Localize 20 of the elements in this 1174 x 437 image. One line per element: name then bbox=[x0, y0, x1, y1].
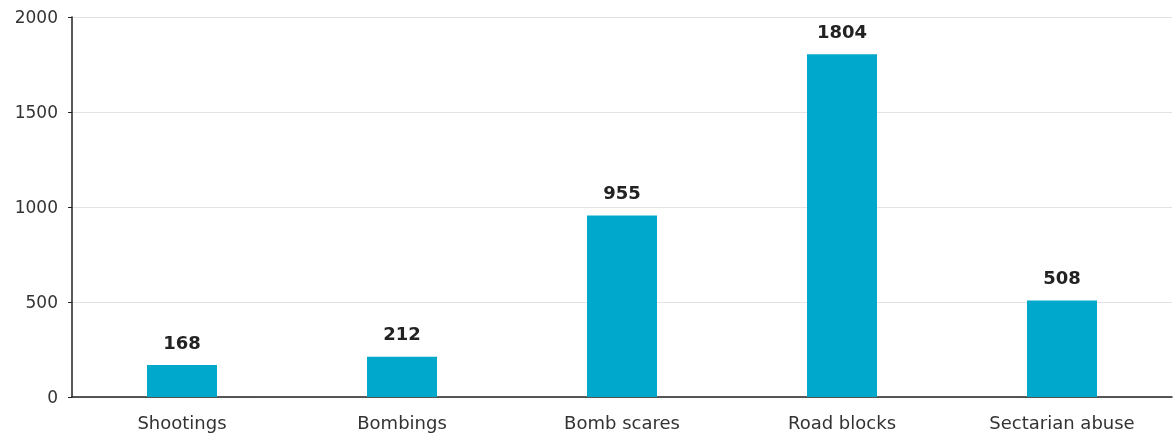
x-tick-label: Bombings bbox=[357, 411, 447, 433]
y-tick-label: 0 bbox=[47, 387, 58, 407]
data-label: 1804 bbox=[816, 20, 868, 42]
x-tick-label: Shootings bbox=[137, 411, 227, 433]
bar bbox=[807, 54, 877, 397]
data-label: 508 bbox=[1043, 266, 1081, 288]
x-tick-label: Bomb scares bbox=[564, 411, 680, 433]
y-tick-label: 2000 bbox=[14, 7, 58, 27]
x-tick-label: Road blocks bbox=[787, 411, 897, 433]
y-tick-label: 500 bbox=[25, 292, 58, 312]
bar bbox=[367, 356, 437, 397]
x-tick-label: Sectarian abuse bbox=[989, 411, 1135, 433]
data-label: 212 bbox=[383, 323, 421, 345]
bar bbox=[1027, 300, 1097, 397]
bar bbox=[147, 365, 217, 397]
bar bbox=[587, 215, 657, 397]
y-tick-label: 1000 bbox=[14, 197, 58, 217]
y-tick-label: 1500 bbox=[14, 102, 58, 122]
data-label: 168 bbox=[163, 331, 201, 353]
data-label: 955 bbox=[603, 182, 641, 204]
